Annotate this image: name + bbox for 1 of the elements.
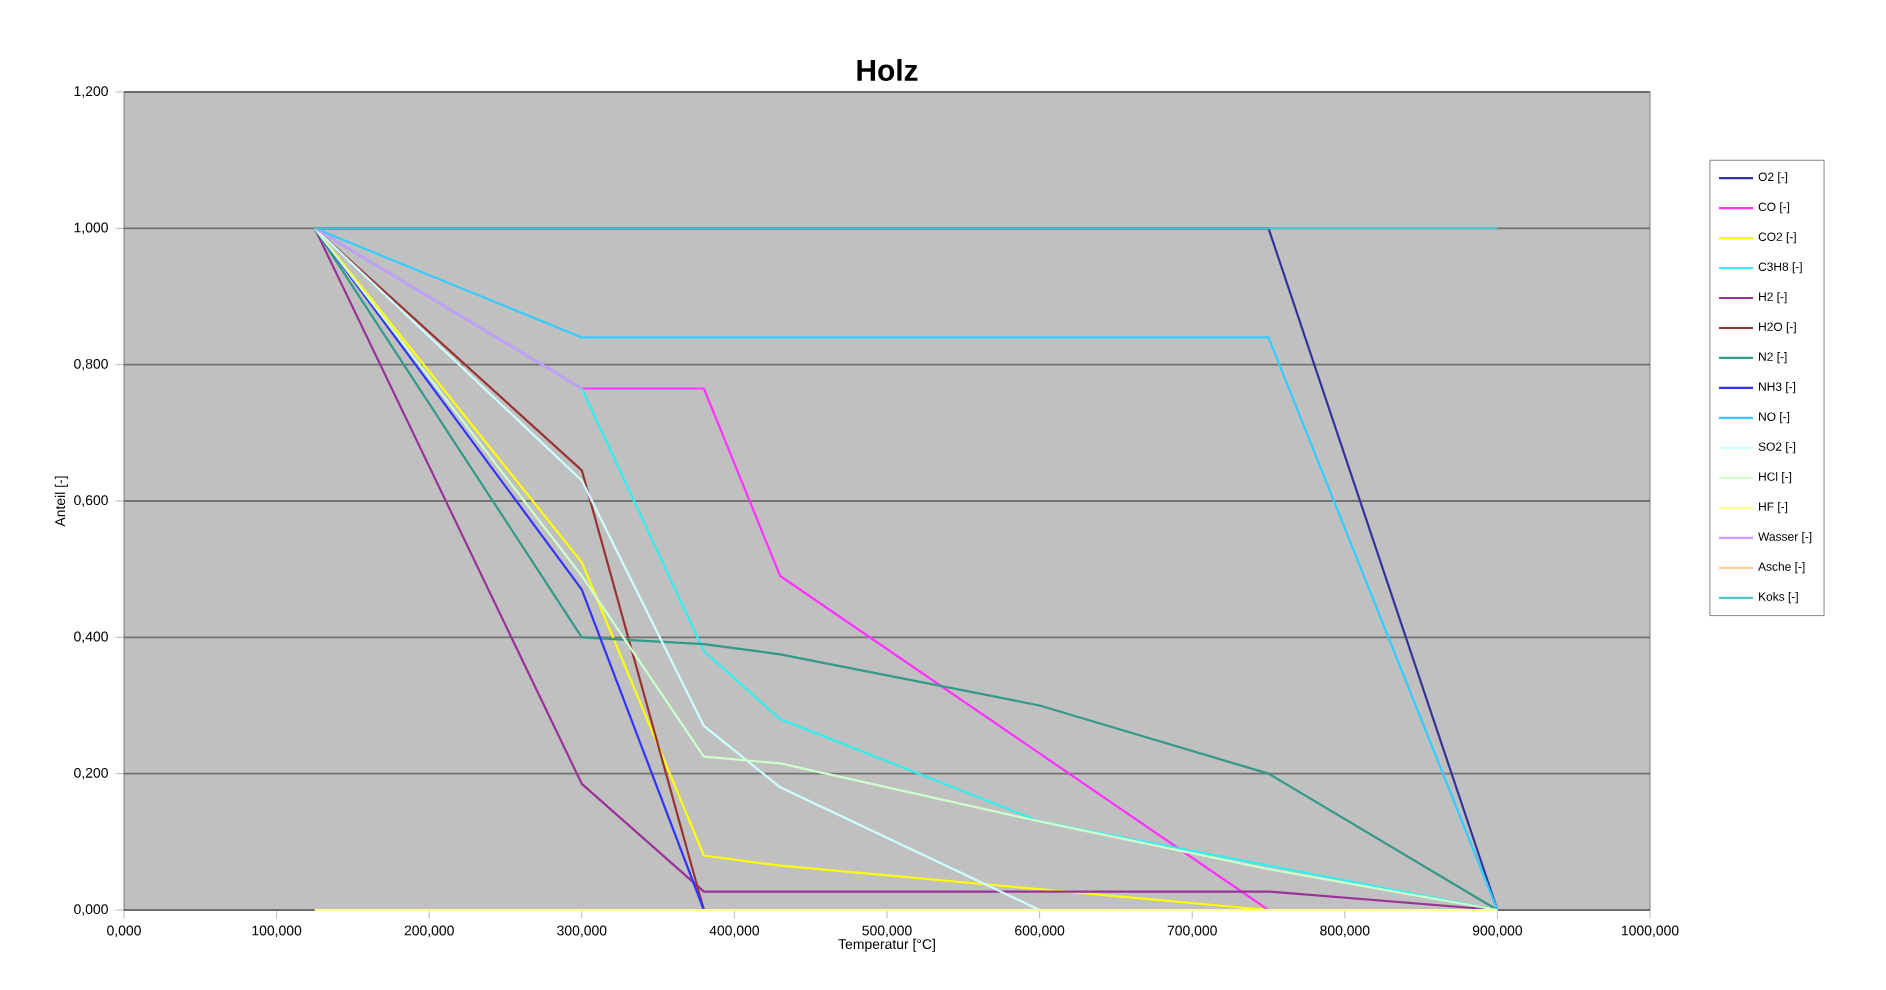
chart-title: Holz [857,59,918,81]
